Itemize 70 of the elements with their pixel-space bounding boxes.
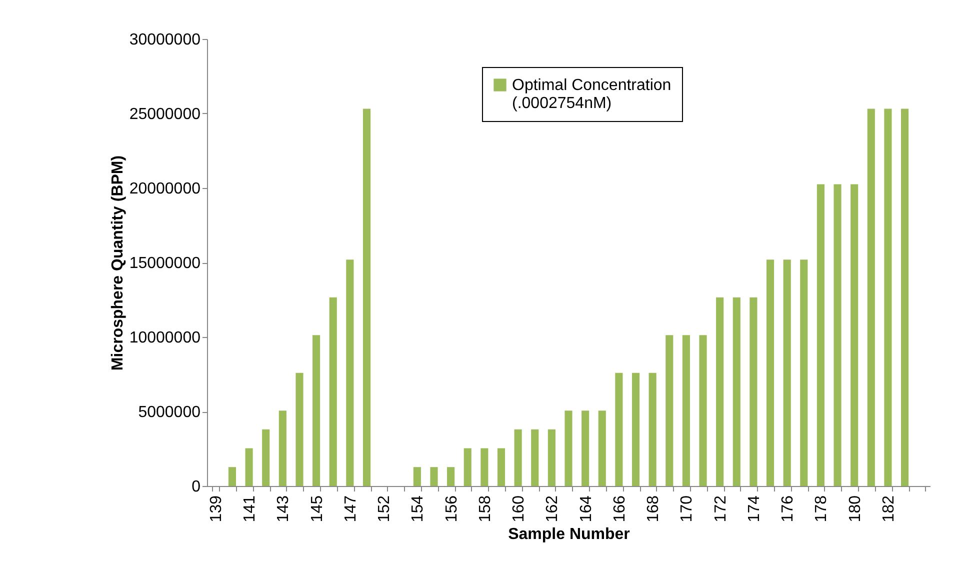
x-tick-label: 172 [712, 495, 730, 522]
x-tick-label: 147 [342, 495, 360, 522]
bar [497, 448, 506, 486]
x-tick-label: 156 [443, 495, 460, 522]
bar [699, 335, 707, 486]
legend-label: Optimal Concentration (.0002754nM) [512, 77, 672, 112]
y-axis-title: Microsphere Quantity (BPM) [109, 155, 126, 371]
bar [750, 297, 758, 486]
x-tick-label: 178 [813, 495, 830, 522]
bar [716, 297, 724, 486]
y-tick-label: 30000000 [129, 32, 201, 48]
bar [514, 429, 522, 486]
y-tick-label: 10000000 [129, 330, 201, 346]
bar [278, 410, 286, 486]
bar [362, 108, 371, 486]
x-tick-label: 139 [208, 495, 225, 522]
bar [245, 448, 253, 486]
bar [480, 448, 488, 486]
bar [867, 108, 875, 486]
bar [531, 429, 539, 486]
bar [312, 335, 320, 486]
bar [615, 372, 623, 486]
bar [632, 372, 640, 486]
x-tick-label: 154 [410, 495, 427, 522]
x-tick-label: 174 [746, 495, 763, 522]
x-tick-label: 152 [376, 495, 394, 522]
bar [648, 372, 656, 486]
bar [598, 410, 606, 486]
bar [884, 108, 892, 486]
bar [464, 448, 472, 486]
bar [834, 184, 842, 486]
bar [548, 429, 556, 486]
bar [816, 184, 824, 486]
x-tick-label: 168 [645, 495, 662, 522]
bar [430, 467, 438, 486]
bar [262, 429, 270, 486]
y-tick-label: 0 [192, 478, 201, 496]
bar [682, 335, 690, 486]
y-tick-label: 15000000 [129, 255, 201, 272]
x-tick-label: 143 [275, 495, 292, 522]
y-tick-label: 20000000 [129, 180, 201, 198]
x-tick-label: 160 [510, 495, 528, 522]
bar [296, 372, 304, 486]
x-tick-label: 180 [846, 495, 864, 522]
x-tick-label: 170 [678, 495, 696, 522]
bar [850, 184, 858, 486]
bar [564, 410, 572, 486]
x-tick-label: 162 [544, 495, 562, 522]
y-tick-label: 25000000 [129, 106, 201, 123]
bar [447, 467, 455, 486]
x-tick-label: 164 [578, 495, 595, 522]
bar [346, 260, 354, 486]
bar [800, 260, 808, 486]
bar [582, 410, 590, 486]
bar [413, 467, 421, 486]
x-tick-label: 141 [242, 495, 259, 522]
x-axis-title: Sample Number [508, 526, 630, 544]
x-tick-label: 166 [611, 495, 628, 522]
bar [329, 297, 337, 486]
bar [666, 335, 674, 486]
x-tick-label: 176 [780, 495, 797, 522]
bar [783, 260, 791, 486]
bar [766, 260, 774, 486]
bar [732, 297, 740, 486]
x-tick-label: 182 [880, 495, 898, 522]
x-tick-label: 145 [308, 495, 326, 522]
bar [228, 467, 236, 486]
bar [900, 108, 909, 486]
y-tick-label: 5000000 [138, 404, 201, 421]
x-tick-label: 158 [476, 495, 494, 522]
